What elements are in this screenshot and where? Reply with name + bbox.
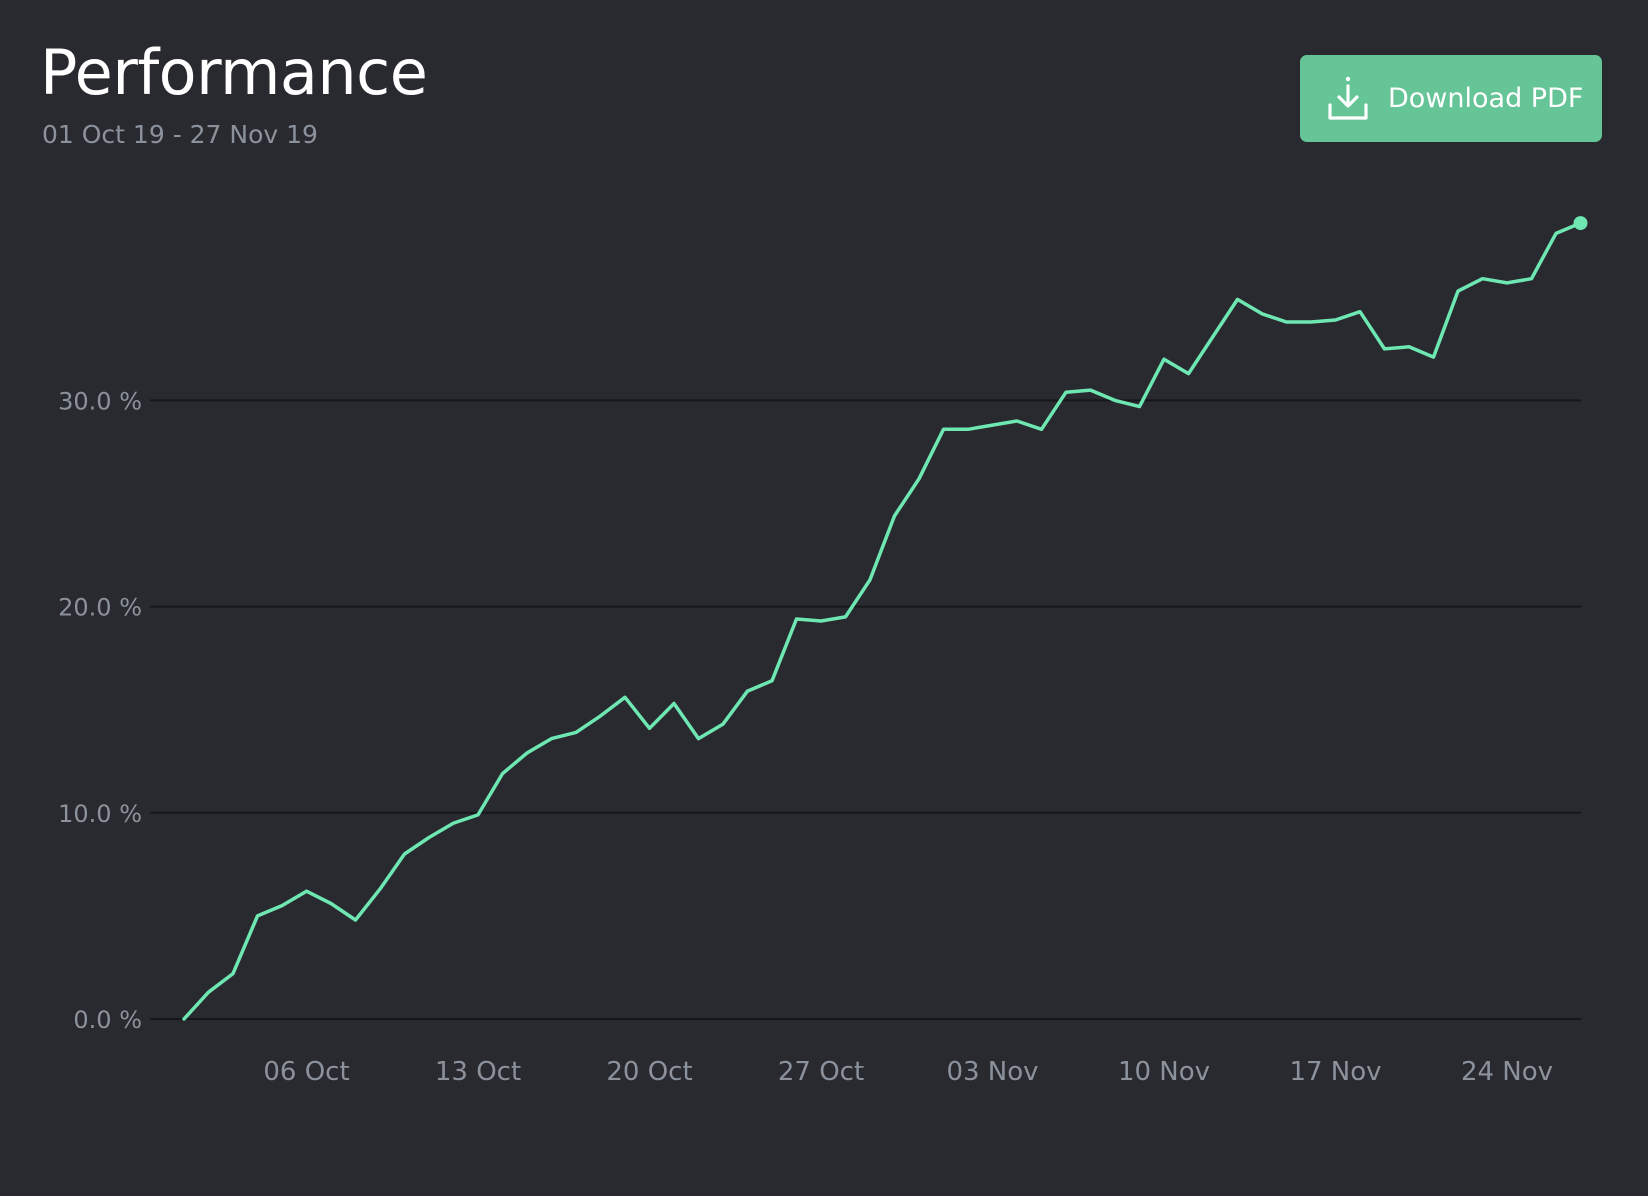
y-tick-label: 30.0 %: [58, 387, 142, 415]
x-tick-label: 24 Nov: [1461, 1057, 1553, 1087]
download-pdf-button[interactable]: Download PDF: [1300, 55, 1602, 142]
y-tick-label: 20.0 %: [58, 594, 142, 622]
x-tick-label: 06 Oct: [263, 1057, 349, 1087]
end-point-marker: [1573, 216, 1588, 231]
download-icon: [1326, 74, 1370, 124]
y-tick-label: 10.0 %: [58, 800, 142, 828]
x-tick-label: 17 Nov: [1289, 1057, 1381, 1087]
x-tick-label: 20 Oct: [606, 1057, 692, 1087]
x-tick-label: 03 Nov: [946, 1057, 1038, 1087]
date-range: 01 Oct 19 - 27 Nov 19: [42, 120, 318, 149]
x-tick-label: 27 Oct: [778, 1057, 864, 1087]
y-tick-label: 0.0 %: [73, 1006, 142, 1034]
x-tick-label: 13 Oct: [435, 1057, 521, 1087]
page-title: Performance: [40, 36, 428, 109]
series-line: [182, 221, 1583, 1021]
x-tick-label: 10 Nov: [1118, 1057, 1210, 1087]
download-pdf-label: Download PDF: [1388, 83, 1584, 114]
